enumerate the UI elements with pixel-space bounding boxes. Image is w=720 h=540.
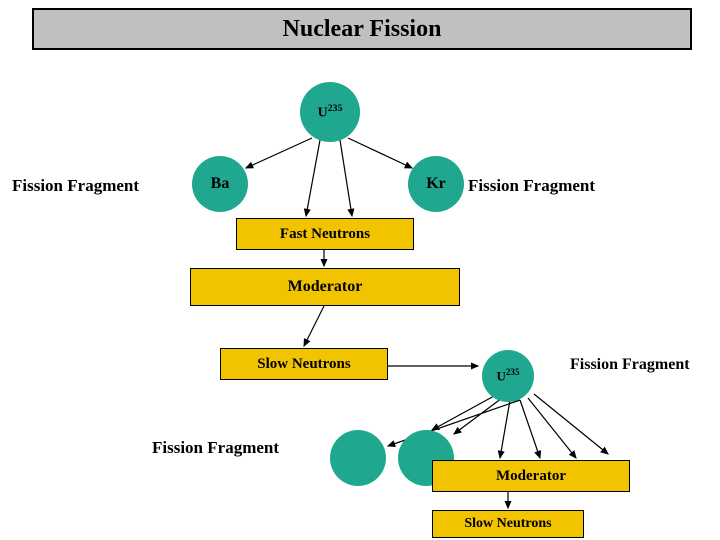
node-u235-top-label: U235	[318, 103, 343, 122]
label-fission-fragment-left: Fission Fragment	[12, 176, 139, 196]
box-moderator-2-label: Moderator	[496, 468, 566, 485]
node-u235-mid-label: U235	[496, 367, 519, 384]
node-kr-label: Kr	[426, 175, 446, 193]
box-fast-neutrons: Fast Neutrons	[236, 218, 414, 250]
box-moderator-2: Moderator	[432, 460, 630, 492]
label-fission-fragment-bl: Fission Fragment	[152, 438, 279, 458]
node-fragment-1	[330, 430, 386, 486]
box-slow-neutrons-1: Slow Neutrons	[220, 348, 388, 380]
box-slow-neutrons-2-label: Slow Neutrons	[464, 516, 551, 532]
box-moderator-1: Moderator	[190, 268, 460, 306]
title-banner: Nuclear Fission	[32, 8, 692, 50]
box-fast-neutrons-label: Fast Neutrons	[280, 226, 370, 243]
node-ba-label: Ba	[211, 175, 230, 193]
node-ba: Ba	[192, 156, 248, 212]
title-text: Nuclear Fission	[283, 16, 442, 43]
box-slow-neutrons-2: Slow Neutrons	[432, 510, 584, 538]
node-u235-mid: U235	[482, 350, 534, 402]
node-u235-top: U235	[300, 82, 360, 142]
box-moderator-1-label: Moderator	[288, 278, 363, 296]
node-kr: Kr	[408, 156, 464, 212]
box-slow-neutrons-1-label: Slow Neutrons	[257, 356, 351, 373]
label-fission-fragment-right: Fission Fragment	[468, 176, 595, 196]
label-fission-fragment-right2: Fission Fragment	[570, 356, 690, 374]
